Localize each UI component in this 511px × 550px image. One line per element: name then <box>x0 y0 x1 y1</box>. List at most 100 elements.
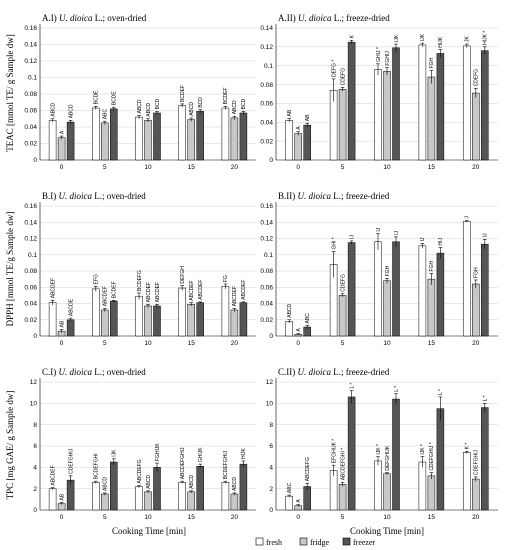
y-tick-label: 0.06 <box>24 108 37 115</box>
bar-fresh <box>136 296 143 336</box>
bar-fresh <box>463 452 470 510</box>
bar-fresh <box>286 321 293 336</box>
bar-freezer <box>348 42 355 160</box>
bar-fridge <box>145 120 152 160</box>
bar-fresh <box>136 117 143 160</box>
bar-fresh <box>375 242 382 336</box>
bar-fresh <box>136 487 143 510</box>
chart-title-prefix: C.I) <box>42 367 59 377</box>
bar-fridge <box>339 89 346 160</box>
x-tick-label: 0 <box>296 340 300 347</box>
bar-fridge <box>472 93 479 160</box>
significance-label: ABC <box>305 313 311 324</box>
significance-label: BCDE <box>112 91 118 106</box>
significance-label: EFGHIJK * <box>331 439 337 464</box>
y-tick-label: 0 <box>33 507 37 514</box>
y-tick-label: 0.12 <box>24 58 37 65</box>
y-tick-label: 0.04 <box>24 301 37 308</box>
significance-label: CDEFGHIJ <box>68 448 74 474</box>
significance-label: AB <box>59 320 65 327</box>
bar-freezer <box>304 125 311 160</box>
y-tick-label: 0.06 <box>260 101 273 108</box>
y-tick-label: 0.16 <box>24 25 37 32</box>
bar-fresh <box>375 461 382 510</box>
chart-title-suffix: L.; oven-dried <box>92 367 146 377</box>
significance-label: ABCDEFG <box>137 459 143 483</box>
chart-aii: A.II) U. dioica L.; freeze-dried 0 0.02 0.0… <box>260 13 498 171</box>
chart-title-species: U. dioica <box>59 367 93 377</box>
significance-label: A <box>296 328 302 332</box>
significance-label: A <box>59 130 65 134</box>
y-tick-label: 0.12 <box>260 44 273 51</box>
y-tick-label: 0.02 <box>260 317 273 324</box>
bar-fridge <box>339 295 346 336</box>
bar-fridge <box>428 279 435 336</box>
y-tick-label: 8 <box>33 422 37 429</box>
significance-label: BCDEF <box>223 87 229 104</box>
bar-fresh <box>49 489 56 510</box>
bar-fridge <box>384 474 391 510</box>
significance-label: IJ <box>376 227 382 231</box>
y-tick-label: 0 <box>33 333 37 340</box>
significance-label: BCD <box>241 98 247 109</box>
x-tick-label: 20 <box>472 164 480 171</box>
chart-title-prefix: A.II) <box>278 13 298 23</box>
bar-fridge <box>231 118 238 160</box>
y-tick-label: 0.1 <box>264 252 273 259</box>
significance-label: ABC <box>287 482 293 493</box>
significance-label: HIJK <box>241 447 247 459</box>
chart-title: B.II) U. dioica L.; freeze-dried <box>278 191 390 201</box>
bar-freezer <box>240 464 247 510</box>
bar-freezer <box>393 48 400 160</box>
y-tick-label: 0 <box>33 157 37 164</box>
significance-label: ABCD <box>103 477 109 491</box>
y-tick-label: 0.16 <box>260 203 273 210</box>
significance-label: ABCD <box>232 477 238 491</box>
bar-fresh <box>463 221 470 336</box>
legend-label-freezer: freezer <box>353 538 376 547</box>
legend-swatch-fresh <box>256 538 263 545</box>
y-tick-label: 8 <box>269 422 273 429</box>
significance-label: FGHIJ <box>385 51 391 66</box>
x-tick-label: 5 <box>103 514 107 521</box>
y-tick-label: 0.06 <box>24 284 37 291</box>
bar-fresh <box>463 46 470 160</box>
chart-title-species: U. dioica <box>298 13 332 23</box>
y-tick-label: 0.1 <box>28 75 37 82</box>
significance-label: IJ <box>394 230 400 234</box>
bar-freezer <box>67 320 74 336</box>
bar-fridge <box>384 71 391 160</box>
y-tick-label: 10 <box>30 401 38 408</box>
legend: fresh fridge freezer <box>256 538 376 547</box>
x-tick-label: 5 <box>341 340 345 347</box>
x-tick-label: 5 <box>341 514 345 521</box>
bar-freezer <box>240 113 247 160</box>
chart-title-prefix: A.I) <box>42 13 59 23</box>
chart-title-species: U. dioica <box>298 191 332 201</box>
bar-fridge <box>339 484 346 510</box>
chart-bi: B.I) U. dioica L.; oven-dried 0 0.02 0.04 0.… <box>24 191 256 347</box>
x-tick-label: 0 <box>60 514 64 521</box>
significance-label: ABCDEF <box>50 278 56 298</box>
significance-label: ABCD <box>232 100 238 114</box>
bar-fresh <box>92 108 99 160</box>
bar-fresh <box>92 482 99 510</box>
significance-label: GHIJK <box>198 447 204 462</box>
significance-label: IJK * <box>376 444 382 455</box>
significance-label: AB <box>59 493 65 500</box>
significance-label: FGH <box>429 260 435 271</box>
y-tick-label: 0.16 <box>24 203 37 210</box>
bar-fridge <box>101 123 108 160</box>
charts-group: A.I) U. dioica L.; oven-dried 0 0.02 0.04 0.… <box>24 13 498 521</box>
bar-fridge <box>428 77 435 160</box>
significance-label: HIJ <box>438 237 444 245</box>
y-tick-label: 0 <box>269 507 273 514</box>
significance-label: BCDEFGHI <box>94 453 100 479</box>
y-tick-label: 0.08 <box>24 91 37 98</box>
significance-label: K * <box>465 443 471 450</box>
bar-fridge <box>472 479 479 510</box>
significance-label: L * <box>349 383 355 389</box>
bar-freezer <box>197 303 204 336</box>
chart-cii: C.II) U. dioica L.; freeze-dried 0 2 4 6 8 10 1… <box>266 367 498 521</box>
y-tick-label: 10 <box>266 401 274 408</box>
